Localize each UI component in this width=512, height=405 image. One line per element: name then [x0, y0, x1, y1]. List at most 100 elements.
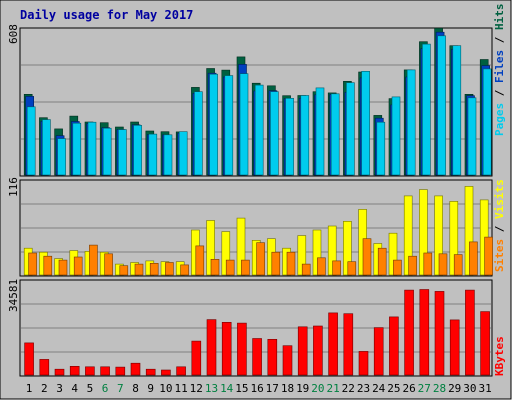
bar-sites-day-6: [104, 253, 113, 276]
x-tick-label-day-5: 5: [87, 382, 94, 395]
bar-sites-day-15: [241, 259, 250, 276]
bar-sites-day-16: [256, 242, 265, 276]
x-tick-label-day-15: 15: [235, 382, 248, 395]
bar-kbytes-day-12: [191, 340, 202, 376]
bar-kbytes-day-24: [373, 327, 384, 376]
bar-pages-day-16: [254, 84, 264, 176]
bar-sites-day-2: [43, 255, 53, 276]
bar-pages-day-5: [87, 121, 97, 176]
x-tick-label-day-10: 10: [159, 382, 172, 395]
bar-kbytes-day-26: [404, 289, 414, 376]
chart-title: Daily usage for May 2017: [20, 8, 193, 22]
bar-kbytes-day-25: [389, 316, 399, 376]
bar-kbytes-day-8: [130, 362, 141, 376]
bar-sites-day-22: [347, 261, 357, 276]
x-tick-label-day-1: 1: [26, 382, 33, 395]
bar-visits-day-15: [236, 217, 246, 276]
bar-kbytes-day-19: [297, 326, 308, 376]
bar-kbytes-day-4: [69, 365, 80, 376]
x-tick-label-day-28: 28: [433, 382, 446, 395]
bar-sites-day-10: [165, 262, 174, 276]
bar-pages-day-27: [422, 43, 431, 176]
bar-pages-day-28: [437, 35, 446, 176]
bar-kbytes-day-5: [85, 366, 95, 376]
bar-sites-day-13: [210, 258, 220, 276]
bar-visits-day-25: [388, 232, 398, 276]
bar-marks: [23, 27, 493, 376]
x-tick-label-day-30: 30: [463, 382, 476, 395]
bar-pages-day-13: [209, 73, 218, 176]
bar-sites-day-1: [28, 252, 37, 276]
bar-pages-day-15: [239, 73, 249, 176]
bar-kbytes-day-14: [221, 321, 232, 376]
bar-visits-day-13: [206, 220, 215, 276]
bar-pages-day-10: [163, 134, 173, 176]
visits-panel-legend: Sites / Visits: [493, 179, 506, 272]
bar-pages-day-6: [102, 127, 112, 176]
bar-sites-day-12: [195, 245, 205, 276]
bar-sites-day-28: [438, 253, 448, 276]
bar-visits-day-20: [312, 229, 322, 276]
bar-sites-day-19: [301, 263, 311, 276]
bar-pages-day-11: [178, 131, 188, 176]
x-tick-label-day-16: 16: [250, 382, 263, 395]
bar-sites-day-18: [286, 251, 296, 276]
bar-kbytes-day-18: [282, 345, 293, 376]
bar-visits-day-19: [297, 235, 307, 276]
bar-sites-day-3: [58, 259, 68, 276]
bar-sites-day-11: [180, 264, 189, 276]
x-tick-label-day-14: 14: [220, 382, 234, 395]
bar-sites-day-8: [134, 263, 144, 276]
bar-visits-day-26: [403, 195, 413, 276]
bar-visits-day-21: [327, 225, 337, 276]
x-tick-label-day-24: 24: [372, 382, 386, 395]
bar-kbytes-day-15: [237, 322, 247, 376]
bar-sites-day-27: [423, 252, 433, 276]
legend-pages: Pages: [493, 103, 506, 136]
x-tick-label-day-8: 8: [132, 382, 139, 395]
bar-kbytes-day-27: [419, 289, 430, 376]
x-tick-label-day-19: 19: [296, 382, 309, 395]
x-tick-label-day-22: 22: [342, 382, 355, 395]
bar-sites-day-4: [73, 256, 83, 276]
bar-visits-day-27: [419, 189, 428, 276]
bar-pages-day-14: [224, 75, 234, 176]
x-tick-label-day-23: 23: [357, 382, 370, 395]
x-tick-label-day-6: 6: [102, 382, 109, 395]
bar-pages-day-18: [285, 98, 294, 176]
bar-kbytes-day-13: [206, 319, 217, 376]
bar-pages-day-3: [57, 138, 66, 176]
bar-pages-day-19: [300, 95, 310, 176]
x-tick-label-day-31: 31: [478, 382, 491, 395]
bar-pages-day-20: [315, 87, 325, 176]
x-tick-label-day-20: 20: [311, 382, 324, 395]
x-tick-label-day-17: 17: [266, 382, 279, 395]
bar-visits-day-28: [434, 195, 443, 276]
hits-panel-legend: Pages / Files / Hits: [493, 4, 506, 137]
bar-pages-day-22: [346, 82, 355, 176]
bar-pages-day-8: [133, 125, 142, 176]
bar-kbytes-day-7: [115, 366, 126, 376]
bar-kbytes-day-21: [328, 312, 338, 376]
bar-pages-day-29: [452, 45, 462, 176]
bar-pages-day-9: [148, 133, 158, 176]
bar-kbytes-day-28: [434, 291, 445, 376]
bar-pages-day-21: [330, 93, 340, 176]
legend-hits: Hits: [493, 4, 506, 31]
bar-kbytes-day-20: [313, 325, 323, 376]
x-tick-label-day-3: 3: [56, 382, 63, 395]
bar-kbytes-day-10: [161, 369, 171, 376]
x-tick-label-day-29: 29: [448, 382, 461, 395]
bar-sites-day-31: [484, 236, 493, 276]
bar-visits-day-22: [343, 221, 352, 276]
bar-sites-day-20: [317, 257, 326, 276]
bar-pages-day-7: [118, 129, 127, 176]
bar-sites-day-29: [453, 254, 463, 276]
x-tick-label-day-18: 18: [281, 382, 294, 395]
x-tick-label-day-9: 9: [147, 382, 154, 395]
x-tick-label-day-2: 2: [41, 382, 48, 395]
hits-panel-max-label: 608: [7, 24, 20, 44]
bar-sites-day-24: [377, 247, 387, 276]
x-tick-label-day-7: 7: [117, 382, 124, 395]
